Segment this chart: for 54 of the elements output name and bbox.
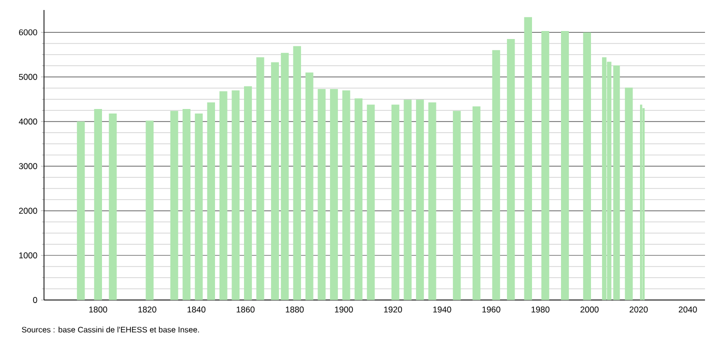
bar (232, 90, 240, 300)
x-tick-label: 1980 (532, 306, 550, 313)
bar (428, 102, 436, 300)
x-tick-label: 1900 (335, 306, 353, 313)
y-tick-label: 5000 (18, 74, 38, 80)
bar (524, 17, 532, 300)
bar (146, 120, 154, 300)
bar (472, 106, 480, 300)
bar (194, 114, 203, 300)
y-tick-label: 6000 (19, 29, 38, 36)
y-tick-label: 4000 (18, 118, 38, 125)
bar (561, 30, 569, 300)
y-tick-label: 0 (33, 297, 38, 303)
bar (219, 91, 228, 300)
x-tick-label: 1840 (188, 306, 206, 313)
bar (207, 102, 216, 300)
bar (330, 88, 338, 300)
bar (416, 100, 424, 300)
bar (170, 110, 178, 300)
x-tick-label: 1920 (384, 306, 402, 313)
y-tick-label: 2000 (19, 208, 38, 214)
bar (541, 30, 550, 300)
bar (182, 109, 190, 300)
bar (244, 86, 252, 300)
x-tick-label: 2020 (630, 306, 648, 313)
x-tick-label: 1820 (138, 306, 156, 313)
y-tick-label: 3000 (18, 163, 38, 170)
bar (94, 109, 102, 300)
bar (492, 50, 500, 300)
bar (583, 32, 591, 300)
x-tick-label: 1860 (236, 306, 255, 313)
y-tick-label: 1000 (19, 252, 38, 258)
bar (452, 110, 461, 300)
x-tick-label: 1880 (286, 306, 304, 313)
bar (506, 39, 515, 300)
x-tick-label: 2000 (580, 306, 599, 313)
x-tick-label: 2040 (678, 306, 697, 313)
bar (624, 88, 633, 300)
bar (76, 122, 85, 300)
bar (342, 90, 350, 300)
bar (280, 52, 289, 300)
bar (256, 57, 264, 300)
x-tick-label: 1960 (482, 306, 500, 313)
bar (354, 98, 362, 300)
x-tick-label: 1940 (433, 306, 452, 313)
bar (318, 88, 326, 300)
bar (108, 114, 117, 300)
bar (391, 104, 400, 300)
bar (271, 62, 279, 300)
bar (404, 100, 412, 300)
bar (305, 72, 314, 300)
bar (293, 46, 302, 300)
x-tick-label: 1800 (89, 306, 108, 313)
bar (366, 104, 375, 300)
